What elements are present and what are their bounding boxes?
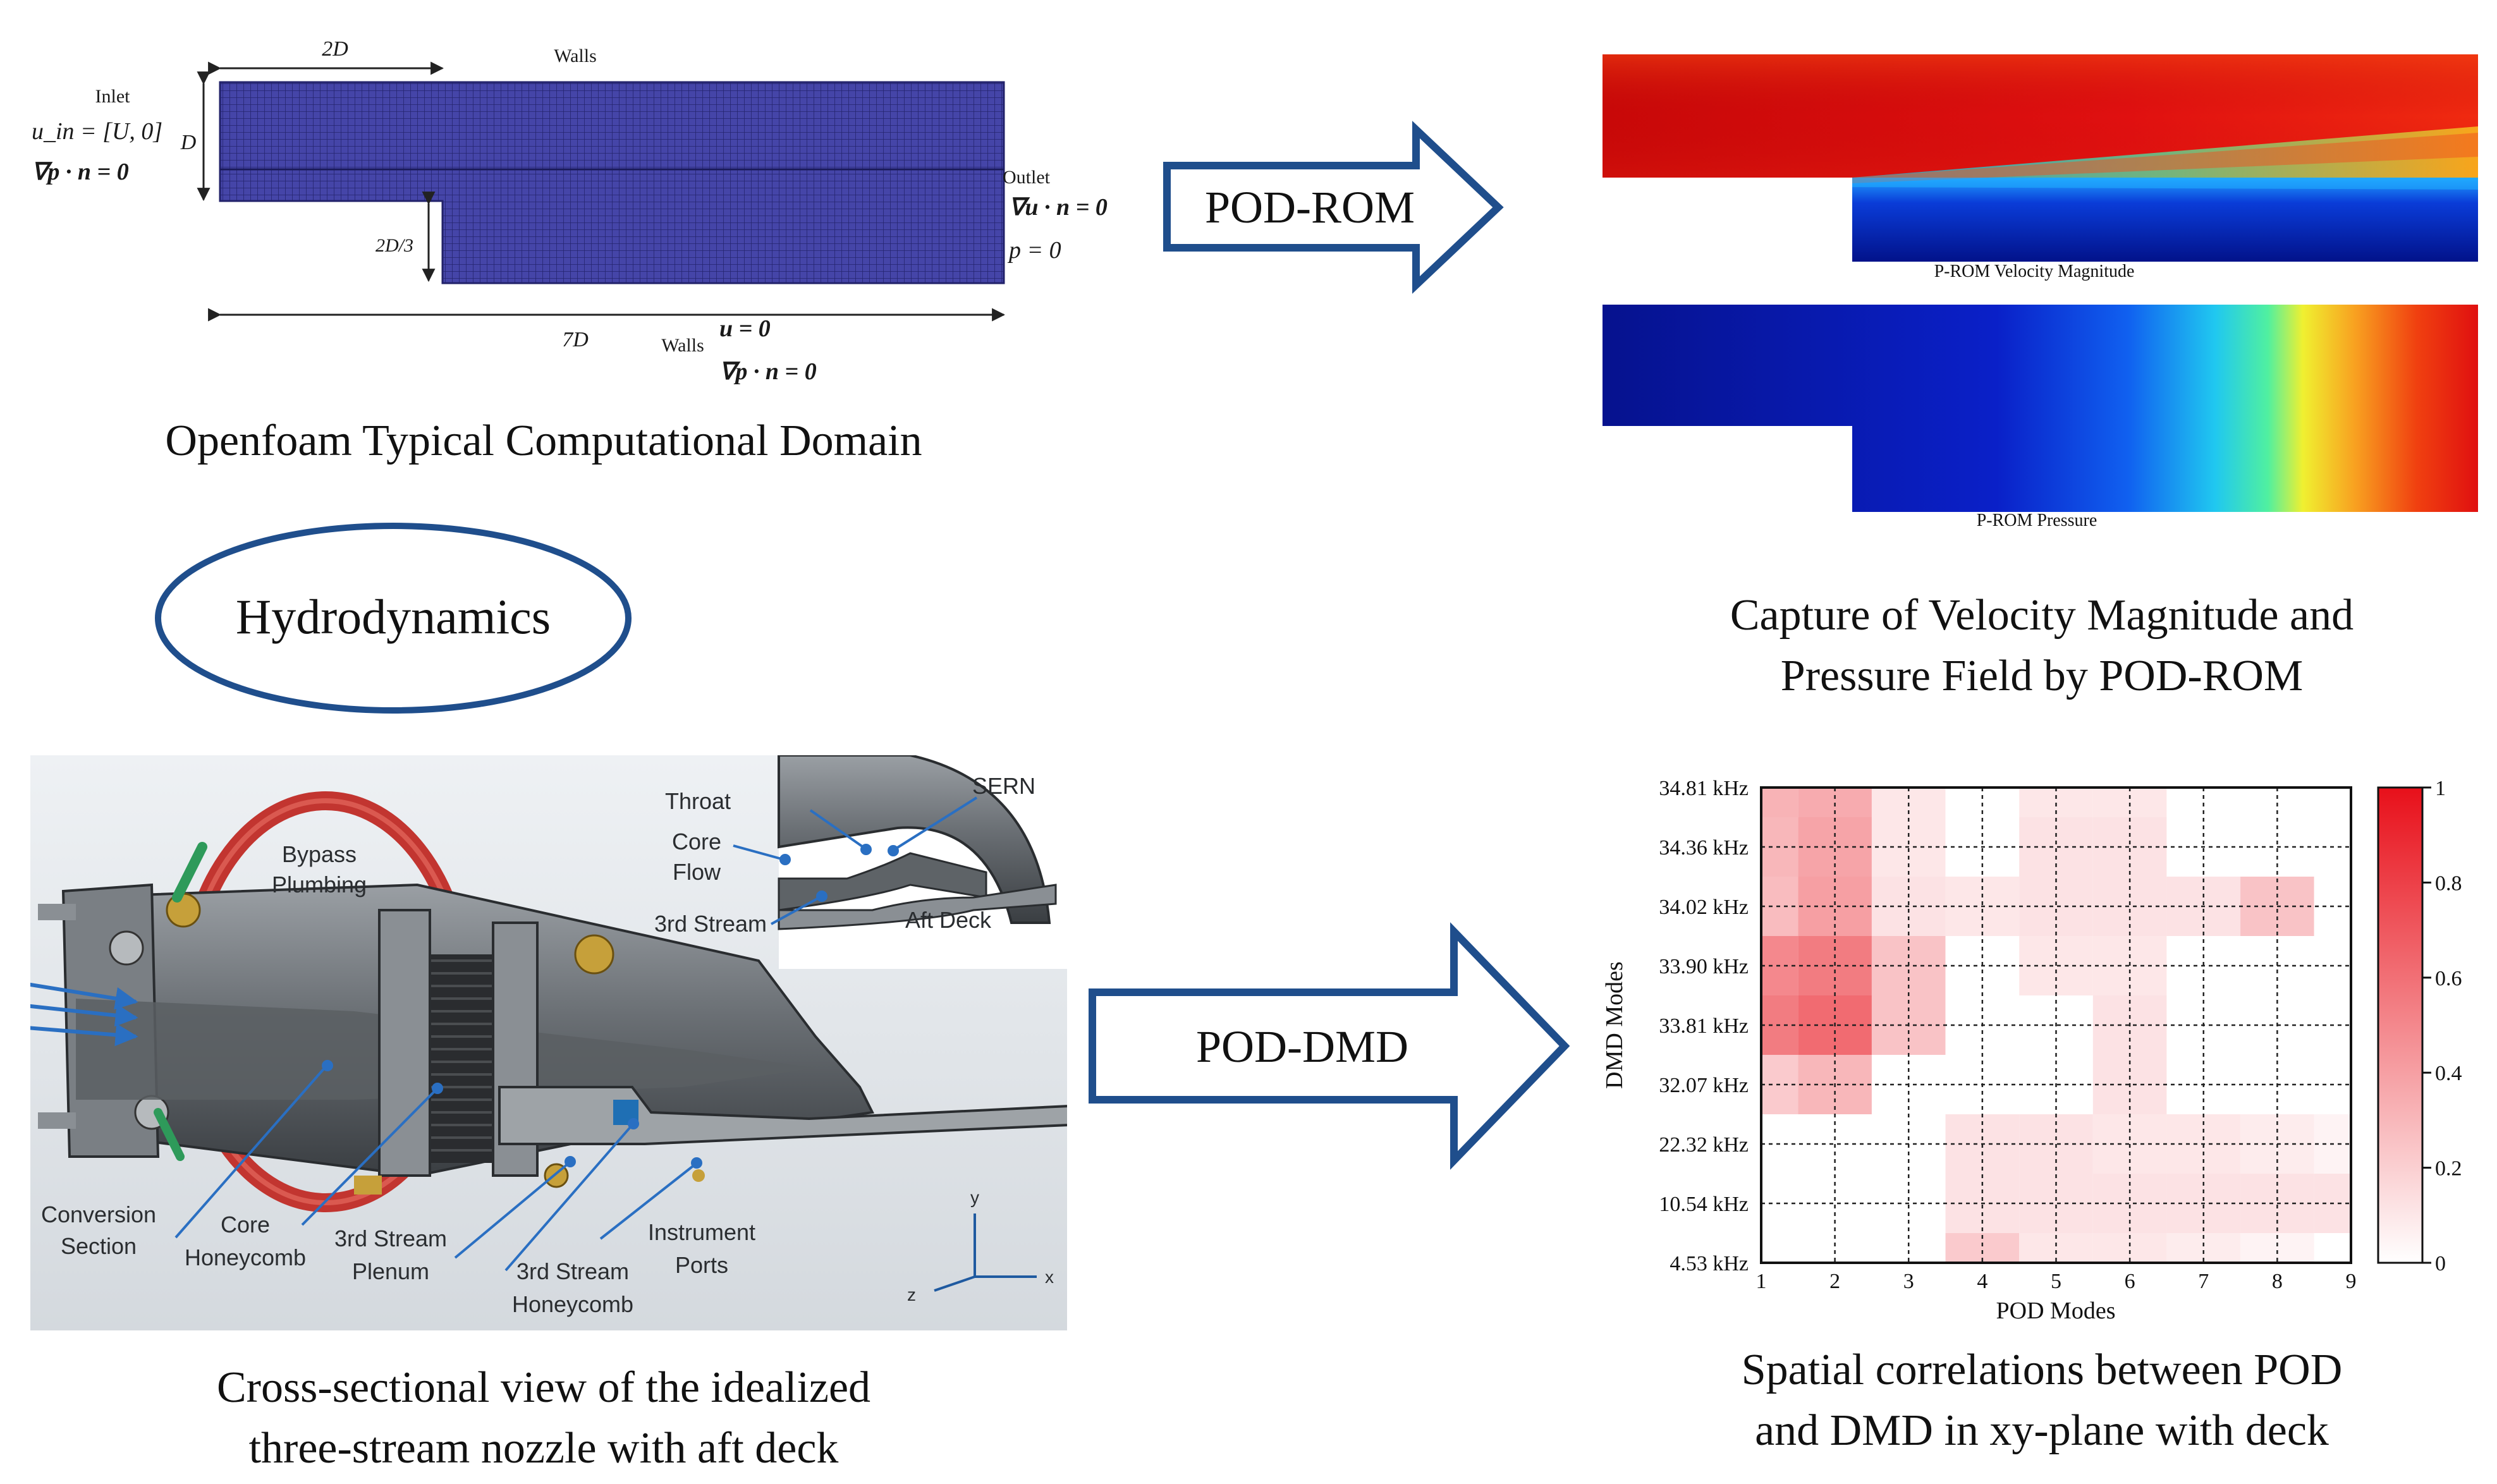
y-tick-label: 4.53 kHz	[1670, 1252, 1749, 1275]
domain-caption-text: Openfoam Typical Computational Domain	[165, 417, 922, 465]
label-grad-p-wall: ∇p · n = 0	[719, 358, 817, 385]
domain-caption: Openfoam Typical Computational Domain	[101, 411, 986, 471]
pressure-field: P-ROM Pressure	[1603, 305, 2478, 530]
x-tick-label: 5	[2051, 1270, 2061, 1293]
rom-caption-line2: Pressure Field by POD-ROM	[1780, 652, 2304, 700]
label-plenum-1: 3rd Stream	[334, 1226, 447, 1251]
label-walls-top: Walls	[554, 46, 597, 66]
pod-rom-label: POD-ROM	[1205, 182, 1415, 233]
y-tick-label: 32.07 kHz	[1659, 1074, 1749, 1097]
nozzle-caption: Cross-sectional view of the idealized th…	[101, 1358, 986, 1479]
label-core-honeycomb-1: Core	[221, 1212, 270, 1238]
colorbar-tick-label: 1	[2435, 777, 2446, 800]
y-tick-label: 34.81 kHz	[1659, 777, 1749, 800]
y-tick-label: 34.36 kHz	[1659, 836, 1749, 860]
y-tick-label: 33.81 kHz	[1659, 1014, 1749, 1038]
label-stream-honeycomb-2: Honeycomb	[512, 1291, 633, 1317]
label-axis-z: z	[907, 1285, 916, 1305]
label-bypass-1: Bypass	[282, 841, 357, 867]
label-aft-deck: Aft Deck	[905, 907, 992, 933]
colorbar	[2377, 786, 2424, 1264]
label-d: D	[180, 131, 197, 154]
x-tick-label: 1	[1756, 1270, 1767, 1293]
label-grad-u-out: ∇u · n = 0	[1009, 194, 1108, 221]
label-u-zero: u = 0	[719, 315, 771, 342]
plot-frame	[1760, 786, 2352, 1264]
x-tick-label: 8	[2272, 1270, 2283, 1293]
label-outlet: Outlet	[1003, 167, 1051, 188]
x-tick-label: 9	[2346, 1270, 2357, 1293]
domain-labels: 2D Walls Inlet u_in = [U, 0] ∇p · n = 0 …	[32, 37, 1108, 385]
label-throat: Throat	[665, 788, 731, 814]
velocity-field: P-ROM Velocity Magnitude	[1603, 54, 2478, 281]
label-axis-x: x	[1045, 1267, 1054, 1287]
label-third-stream-inset: 3rd Stream	[654, 911, 767, 937]
heatmap-caption: Spatial correlations between POD and DMD…	[1618, 1340, 2465, 1461]
label-plenum-2: Plenum	[352, 1258, 429, 1284]
heatmap-caption-line2: and DMD in xy-plane with deck	[1755, 1406, 2329, 1455]
x-axis-label: POD Modes	[1996, 1298, 2116, 1324]
label-2d-3: 2D/3	[375, 235, 413, 256]
label-conversion-2: Section	[61, 1233, 137, 1259]
colorbar-tick-label: 0	[2435, 1252, 2446, 1275]
pod-dmd-arrow: POD-DMD	[1089, 922, 1570, 1170]
colorbar-tick-label: 0.8	[2435, 872, 2462, 895]
label-inlet: Inlet	[95, 86, 131, 107]
leader-lines	[174, 796, 978, 1272]
label-core-flow-2: Flow	[673, 859, 721, 885]
label-stream-honeycomb-1: 3rd Stream	[516, 1258, 629, 1284]
colorbar-tick-label: 0.6	[2435, 967, 2462, 990]
pressure-label: P-ROM Pressure	[1977, 511, 2097, 530]
nozzle-illustration	[30, 755, 1067, 1330]
nozzle-labels: Throat SERN Core Flow 3rd Stream Aft Dec…	[41, 773, 1054, 1317]
label-core-honeycomb-2: Honeycomb	[185, 1244, 306, 1270]
heatmap-caption-line1: Spatial correlations between POD	[1741, 1346, 2343, 1394]
heatmap-cell	[2314, 788, 2351, 817]
label-grad-p-in: ∇p · n = 0	[32, 159, 129, 185]
heatmap-cell	[2314, 1233, 2351, 1263]
label-instrument-2: Ports	[675, 1252, 728, 1278]
heatmap-cell	[1761, 788, 1798, 817]
hydrodynamics-label: Hydrodynamics	[236, 589, 551, 644]
y-tick-label: 10.54 kHz	[1659, 1193, 1749, 1216]
label-instrument-1: Instrument	[648, 1219, 755, 1245]
x-tick-label: 7	[2198, 1270, 2209, 1293]
label-conversion-1: Conversion	[41, 1201, 156, 1227]
label-7d: 7D	[562, 328, 589, 351]
label-u-in: u_in = [U, 0]	[32, 118, 162, 145]
y-tick-label: 34.02 kHz	[1659, 896, 1749, 919]
label-bypass-2: Plumbing	[272, 872, 367, 897]
label-p-zero: p = 0	[1007, 237, 1061, 264]
y-tick-label: 33.90 kHz	[1659, 955, 1749, 978]
y-tick-label: 22.32 kHz	[1659, 1133, 1749, 1157]
x-tick-label: 3	[1903, 1270, 1914, 1293]
rom-caption: Capture of Velocity Magnitude and Pressu…	[1618, 585, 2465, 707]
pod-dmd-label: POD-DMD	[1196, 1021, 1408, 1072]
x-tick-label: 2	[1829, 1270, 1840, 1293]
heatmap-cell	[1761, 1233, 1798, 1263]
x-tick-label: 4	[1977, 1270, 1987, 1293]
label-axis-y: y	[970, 1188, 979, 1207]
nozzle-caption-line2: three-stream nozzle with aft deck	[248, 1424, 839, 1473]
hydrodynamics-badge: Hydrodynamics	[155, 523, 632, 714]
pod-rom-arrow: POD-ROM	[1163, 121, 1504, 294]
velocity-label: P-ROM Velocity Magnitude	[1934, 262, 2135, 281]
colorbar-tick-label: 0.4	[2435, 1062, 2462, 1085]
colorbar-tick-label: 0.2	[2435, 1157, 2462, 1181]
y-axis-label: DMD Modes	[1601, 961, 1628, 1089]
label-core-flow-1: Core	[672, 829, 721, 855]
rom-caption-line1: Capture of Velocity Magnitude and	[1730, 591, 2354, 640]
nozzle-caption-line1: Cross-sectional view of the idealized	[216, 1363, 871, 1412]
label-2d: 2D	[322, 37, 348, 61]
mesh	[219, 81, 1005, 284]
computational-domain	[197, 61, 1006, 322]
label-walls-bottom: Walls	[661, 335, 704, 356]
label-sern: SERN	[972, 773, 1035, 799]
heatmap-chart: 4.53 kHz 10.54 kHz 22.32 kHz 32.07 kHz 33.81…	[1601, 777, 2462, 1324]
x-tick-label: 6	[2125, 1270, 2135, 1293]
